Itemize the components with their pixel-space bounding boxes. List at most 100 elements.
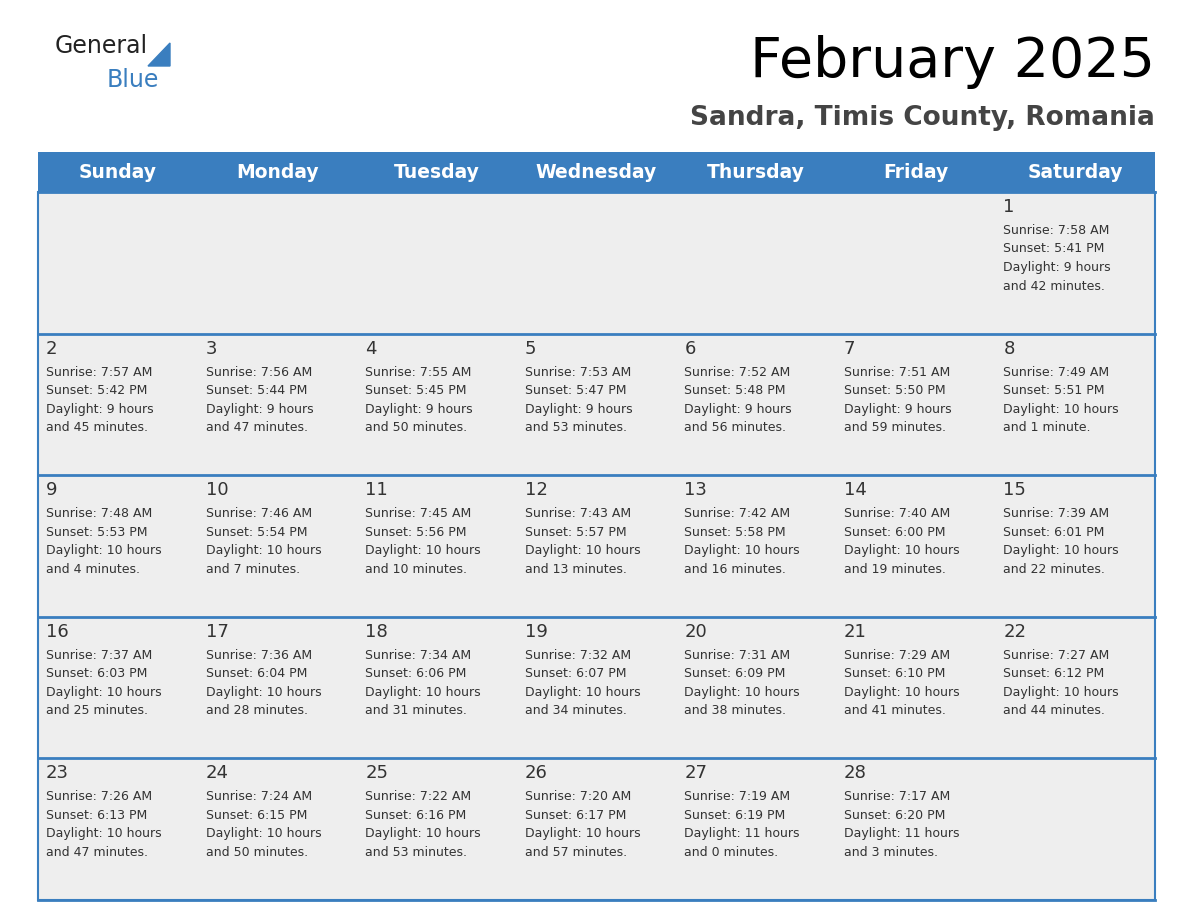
Text: and 41 minutes.: and 41 minutes. (843, 704, 946, 717)
Bar (38, 333, 197, 476)
Text: 17: 17 (206, 622, 228, 641)
Bar (38, 192, 1155, 900)
Text: Sunset: 6:13 PM: Sunset: 6:13 PM (46, 809, 147, 822)
Text: and 53 minutes.: and 53 minutes. (525, 421, 627, 434)
Text: Sunrise: 7:49 AM: Sunrise: 7:49 AM (1004, 365, 1110, 378)
Text: Sunset: 5:47 PM: Sunset: 5:47 PM (525, 384, 626, 397)
Text: Sunset: 5:42 PM: Sunset: 5:42 PM (46, 384, 147, 397)
Text: 26: 26 (525, 765, 548, 782)
Text: and 0 minutes.: and 0 minutes. (684, 845, 778, 859)
Text: Sunrise: 7:20 AM: Sunrise: 7:20 AM (525, 790, 631, 803)
Text: Sunset: 6:03 PM: Sunset: 6:03 PM (46, 667, 147, 680)
Text: Sunrise: 7:39 AM: Sunrise: 7:39 AM (1004, 508, 1110, 521)
Text: Sunset: 6:17 PM: Sunset: 6:17 PM (525, 809, 626, 822)
Text: Sunrise: 7:46 AM: Sunrise: 7:46 AM (206, 508, 311, 521)
Bar (836, 758, 996, 900)
Text: 24: 24 (206, 765, 228, 782)
Text: and 13 minutes.: and 13 minutes. (525, 563, 626, 576)
Text: 18: 18 (365, 622, 388, 641)
Text: Sunset: 6:01 PM: Sunset: 6:01 PM (1004, 526, 1105, 539)
Text: Daylight: 10 hours: Daylight: 10 hours (684, 686, 800, 699)
Bar (358, 617, 517, 758)
Text: Daylight: 11 hours: Daylight: 11 hours (684, 827, 800, 840)
Text: Sunset: 5:48 PM: Sunset: 5:48 PM (684, 384, 785, 397)
Text: 25: 25 (365, 765, 388, 782)
Text: Daylight: 10 hours: Daylight: 10 hours (843, 686, 960, 699)
Text: Sunset: 6:16 PM: Sunset: 6:16 PM (365, 809, 467, 822)
Text: Daylight: 10 hours: Daylight: 10 hours (684, 544, 800, 557)
Text: Daylight: 10 hours: Daylight: 10 hours (206, 544, 321, 557)
Text: Tuesday: Tuesday (394, 162, 480, 182)
Text: Sunset: 6:15 PM: Sunset: 6:15 PM (206, 809, 307, 822)
Text: Daylight: 10 hours: Daylight: 10 hours (1004, 686, 1119, 699)
Bar (38, 192, 197, 333)
Text: 19: 19 (525, 622, 548, 641)
Text: Sunrise: 7:36 AM: Sunrise: 7:36 AM (206, 649, 311, 662)
Text: Sunset: 5:41 PM: Sunset: 5:41 PM (1004, 242, 1105, 255)
Text: Saturday: Saturday (1028, 162, 1123, 182)
Text: and 28 minutes.: and 28 minutes. (206, 704, 308, 717)
Text: February 2025: February 2025 (750, 35, 1155, 89)
Text: 8: 8 (1004, 340, 1015, 358)
Text: and 47 minutes.: and 47 minutes. (206, 421, 308, 434)
Text: Daylight: 10 hours: Daylight: 10 hours (365, 827, 481, 840)
Text: Daylight: 10 hours: Daylight: 10 hours (206, 686, 321, 699)
Bar (197, 758, 358, 900)
Text: Sunrise: 7:26 AM: Sunrise: 7:26 AM (46, 790, 152, 803)
Text: Sunrise: 7:51 AM: Sunrise: 7:51 AM (843, 365, 950, 378)
Text: Daylight: 9 hours: Daylight: 9 hours (46, 403, 153, 416)
Text: and 16 minutes.: and 16 minutes. (684, 563, 786, 576)
Text: Daylight: 9 hours: Daylight: 9 hours (684, 403, 792, 416)
Text: Sunset: 6:04 PM: Sunset: 6:04 PM (206, 667, 307, 680)
Bar (38, 617, 197, 758)
Text: 7: 7 (843, 340, 855, 358)
Bar (517, 758, 676, 900)
Bar (197, 617, 358, 758)
Bar (517, 617, 676, 758)
Text: Sunset: 5:51 PM: Sunset: 5:51 PM (1004, 384, 1105, 397)
Text: Daylight: 9 hours: Daylight: 9 hours (525, 403, 632, 416)
Bar (996, 476, 1155, 617)
Bar (358, 476, 517, 617)
Text: Daylight: 10 hours: Daylight: 10 hours (46, 686, 162, 699)
Text: Sunrise: 7:31 AM: Sunrise: 7:31 AM (684, 649, 790, 662)
Bar (996, 758, 1155, 900)
Text: Monday: Monday (236, 162, 318, 182)
Text: Daylight: 10 hours: Daylight: 10 hours (1004, 403, 1119, 416)
Text: Daylight: 10 hours: Daylight: 10 hours (46, 544, 162, 557)
Text: 22: 22 (1004, 622, 1026, 641)
Text: 6: 6 (684, 340, 696, 358)
Text: and 50 minutes.: and 50 minutes. (365, 421, 467, 434)
Bar (38, 152, 1155, 192)
Text: Sunset: 5:44 PM: Sunset: 5:44 PM (206, 384, 307, 397)
Text: 15: 15 (1004, 481, 1026, 499)
Text: and 53 minutes.: and 53 minutes. (365, 845, 467, 859)
Bar (197, 333, 358, 476)
Text: Sunset: 5:57 PM: Sunset: 5:57 PM (525, 526, 626, 539)
Bar (517, 333, 676, 476)
Bar (197, 476, 358, 617)
Text: Friday: Friday (883, 162, 948, 182)
Bar (676, 333, 836, 476)
Bar (836, 617, 996, 758)
Bar (197, 192, 358, 333)
Text: and 25 minutes.: and 25 minutes. (46, 704, 148, 717)
Text: Sunrise: 7:19 AM: Sunrise: 7:19 AM (684, 790, 790, 803)
Text: Blue: Blue (107, 68, 159, 92)
Bar (676, 617, 836, 758)
Bar (358, 758, 517, 900)
Text: Sunset: 6:19 PM: Sunset: 6:19 PM (684, 809, 785, 822)
Text: and 7 minutes.: and 7 minutes. (206, 563, 299, 576)
Text: Sunday: Sunday (78, 162, 157, 182)
Text: 14: 14 (843, 481, 867, 499)
Text: 16: 16 (46, 622, 69, 641)
Text: and 56 minutes.: and 56 minutes. (684, 421, 786, 434)
Text: Daylight: 10 hours: Daylight: 10 hours (525, 686, 640, 699)
Bar (996, 192, 1155, 333)
Bar (38, 758, 197, 900)
Text: Sunset: 6:12 PM: Sunset: 6:12 PM (1004, 667, 1105, 680)
Text: 23: 23 (46, 765, 69, 782)
Text: 5: 5 (525, 340, 536, 358)
Text: Sunrise: 7:22 AM: Sunrise: 7:22 AM (365, 790, 472, 803)
Text: Sunrise: 7:45 AM: Sunrise: 7:45 AM (365, 508, 472, 521)
